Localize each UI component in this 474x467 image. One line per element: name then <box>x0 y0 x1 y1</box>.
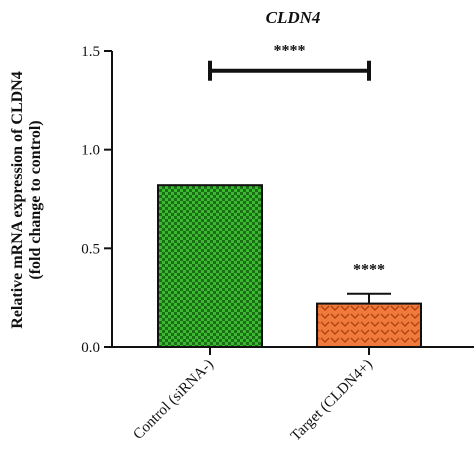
y-tick-label: 1.0 <box>81 143 100 159</box>
bar-1 <box>157 184 263 348</box>
y-tick-label: 0.0 <box>81 340 100 356</box>
bracket-label: **** <box>274 43 306 60</box>
y-axis-label-line2: (fold change to control) <box>27 120 44 279</box>
x-ticks: Control (siRNA-) Target (CLDN4+) <box>130 347 376 445</box>
y-axis-label-line1: Relative mRNA expression of CLDN4 <box>9 71 26 328</box>
bar-2 <box>316 302 422 349</box>
y-tick-label: 0.5 <box>81 241 100 257</box>
y-tick-label: 1.5 <box>81 44 100 60</box>
x-tick-label: Target (CLDN4+) <box>288 357 376 445</box>
y-ticks: 0.0 0.5 1.0 1.5 <box>81 44 112 356</box>
x-tick-label: Control (siRNA-) <box>130 357 216 443</box>
chart-title: CLDN4 <box>266 8 321 27</box>
annotations: **** **** <box>208 43 385 279</box>
significance-label: **** <box>353 262 385 279</box>
